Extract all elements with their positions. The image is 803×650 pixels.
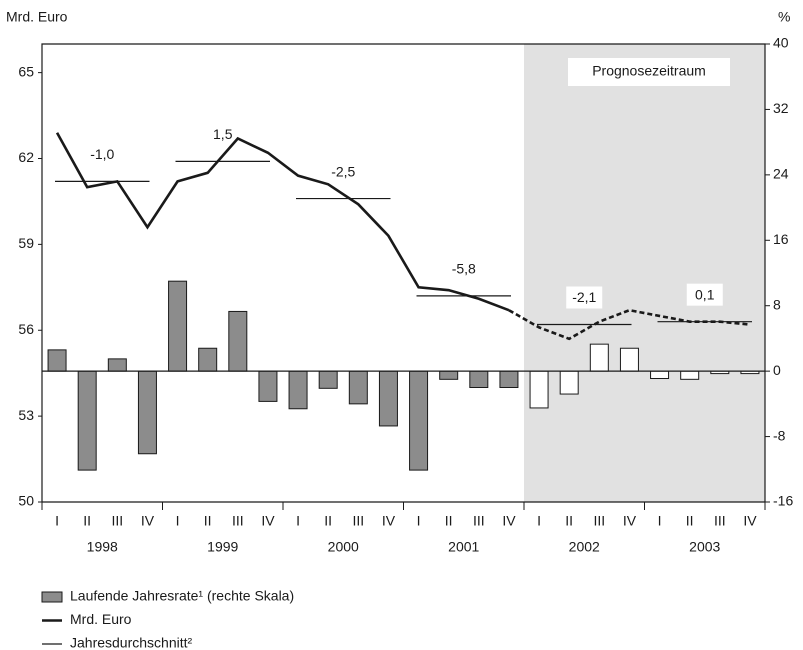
- growth-label: 1,5: [213, 126, 233, 142]
- bar: [137, 370, 157, 455]
- year-label: 2000: [328, 539, 359, 555]
- bar: [348, 370, 368, 405]
- x-tick-label: II: [324, 513, 332, 529]
- y-tick-label: 59: [18, 235, 34, 251]
- x-tick-label: III: [714, 513, 726, 529]
- y-axis-label: Mrd. Euro: [6, 9, 68, 25]
- x-tick-label: III: [473, 513, 485, 529]
- x-tick-label: I: [417, 513, 421, 529]
- x-tick-label: III: [111, 513, 123, 529]
- growth-label-box: [566, 286, 603, 309]
- bar: [288, 370, 308, 410]
- bar: [619, 347, 639, 372]
- x-tick-label: IV: [743, 513, 757, 529]
- forecast-label: Prognosezeitraum: [592, 63, 706, 79]
- bar: [228, 310, 248, 372]
- y-tick-label: 50: [18, 493, 34, 509]
- x-tick-label: III: [593, 513, 605, 529]
- y2-tick-label: 24: [773, 166, 789, 182]
- x-tick-label: I: [176, 513, 180, 529]
- x-tick-label: II: [445, 513, 453, 529]
- bar: [198, 347, 218, 372]
- y-tick-label: 53: [18, 407, 34, 423]
- y-tick-label: 62: [18, 149, 34, 165]
- bar: [107, 358, 127, 372]
- y-tick-label: 56: [18, 321, 34, 337]
- bar: [559, 370, 579, 395]
- y2-tick-label: 16: [773, 231, 789, 247]
- growth-label: -5,8: [452, 261, 476, 277]
- bar: [439, 370, 459, 380]
- y2-tick-label: 32: [773, 100, 789, 116]
- bar: [47, 349, 67, 372]
- forecast-label-box: [568, 58, 730, 86]
- x-tick-label: IV: [623, 513, 637, 529]
- bar: [378, 370, 398, 427]
- y2-tick-label: 40: [773, 35, 789, 51]
- bar: [469, 370, 489, 388]
- legend-swatch: [41, 591, 63, 603]
- year-label: 1999: [207, 539, 238, 555]
- year-label: 2003: [689, 539, 720, 555]
- x-tick-label: II: [686, 513, 694, 529]
- y-tick-label: 65: [18, 63, 34, 79]
- growth-label: 0,1: [695, 286, 715, 302]
- plot-frame: [41, 43, 766, 502]
- bar: [409, 370, 429, 471]
- bar: [318, 370, 338, 389]
- y2-tick-label: 0: [773, 362, 781, 378]
- bar: [499, 370, 519, 388]
- legend-label: Laufende Jahresrate¹ (rechte Skala): [70, 588, 294, 604]
- x-tick-label: I: [55, 513, 59, 529]
- x-tick-label: III: [232, 513, 244, 529]
- bar: [168, 280, 188, 372]
- x-tick-label: I: [658, 513, 662, 529]
- growth-label: -2,1: [572, 289, 596, 305]
- year-label: 1998: [87, 539, 118, 555]
- growth-label: -1,0: [90, 146, 114, 162]
- x-tick-label: IV: [382, 513, 396, 529]
- bar: [77, 370, 97, 471]
- y2-axis-label: %: [778, 9, 790, 25]
- legend-label: Jahresdurchschnitt²: [70, 635, 193, 650]
- y2-tick-label: -8: [773, 427, 786, 443]
- x-tick-label: IV: [261, 513, 275, 529]
- bar: [650, 370, 670, 380]
- y2-tick-label: 8: [773, 296, 781, 312]
- x-tick-label: II: [565, 513, 573, 529]
- x-tick-label: III: [352, 513, 364, 529]
- forecast-region: [524, 44, 765, 502]
- x-tick-label: IV: [141, 513, 155, 529]
- x-tick-label: II: [204, 513, 212, 529]
- bar: [680, 370, 700, 380]
- bar: [589, 343, 609, 372]
- y2-tick-label: -16: [773, 493, 793, 509]
- growth-label: -2,5: [331, 163, 355, 179]
- x-tick-label: II: [83, 513, 91, 529]
- x-tick-label: I: [296, 513, 300, 529]
- legend-label: Mrd. Euro: [70, 611, 132, 627]
- x-tick-label: IV: [502, 513, 516, 529]
- line: [55, 132, 510, 312]
- year-label: 2001: [448, 539, 479, 555]
- year-label: 2002: [569, 539, 600, 555]
- growth-label-box: [686, 283, 723, 306]
- bar: [529, 370, 549, 409]
- bar: [258, 370, 278, 402]
- x-tick-label: I: [537, 513, 541, 529]
